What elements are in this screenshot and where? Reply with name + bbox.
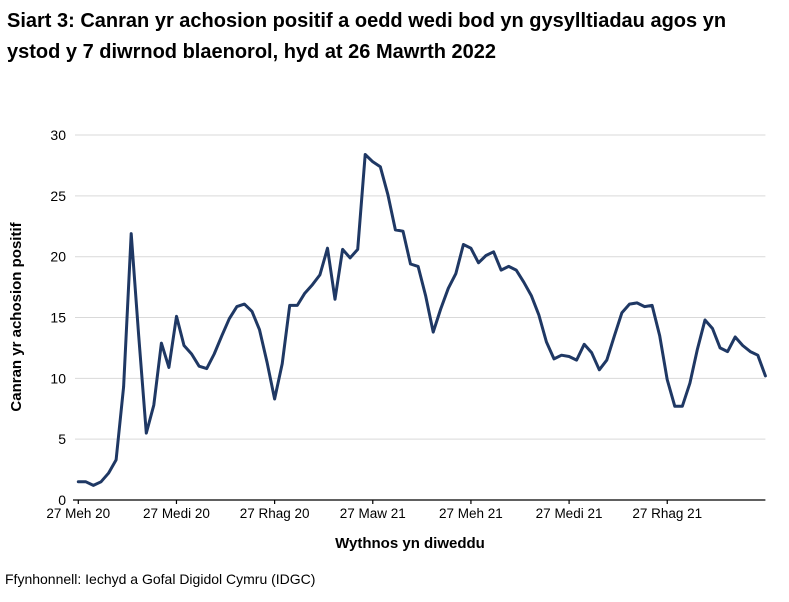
x-tick-label: 27 Medi 20 [143,506,210,521]
y-tick-label: 0 [58,492,66,508]
x-tick-label: 27 Maw 21 [340,506,406,521]
data-line [76,153,767,487]
x-tick-label: 27 Rhag 20 [240,506,310,521]
y-tick-label: 25 [50,188,66,204]
data-series [76,153,767,487]
x-tick-label: 27 Rhag 21 [632,506,702,521]
y-tick-label: 15 [50,310,66,326]
x-axis-title: Wythnos yn diweddu [335,535,485,552]
source-note: Ffynhonnell: Iechyd a Gofal Digidol Cymr… [5,571,316,587]
y-tick-label: 5 [58,431,66,447]
chart-title: Siart 3: Canran yr achosion positif a oe… [7,10,727,63]
axis-tick-labels: 0 5 10 15 20 25 30 27 Meh 20 27 Medi 20 27 Rhag 2… [46,127,702,521]
gridlines [75,134,766,440]
x-tick-label: 27 Meh 20 [46,506,110,521]
x-tick-label: 27 Medi 21 [536,506,603,521]
x-tick-label: 27 Meh 21 [439,506,503,521]
axes [73,499,766,504]
y-tick-label: 10 [50,370,66,386]
y-axis-title: Canran yr achosion positif [8,221,25,411]
y-tick-label: 30 [50,127,66,143]
y-tick-label: 20 [50,249,66,265]
